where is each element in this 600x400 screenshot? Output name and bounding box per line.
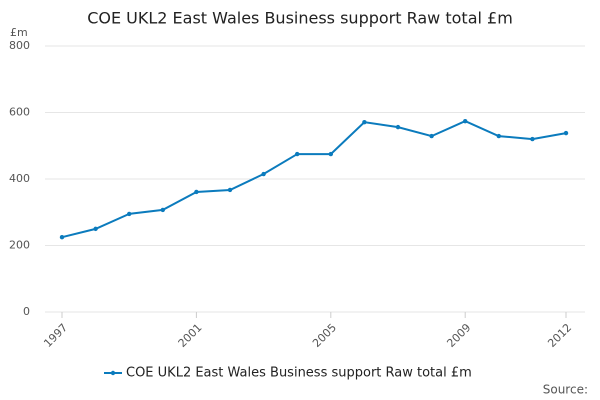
point <box>563 130 569 136</box>
y-tick-label: 200 <box>9 239 30 252</box>
point <box>93 226 98 232</box>
point <box>496 133 501 139</box>
point <box>328 151 333 157</box>
point <box>463 118 468 124</box>
x-tick-label: 2012 <box>545 321 574 350</box>
y-unit: £m <box>10 26 28 39</box>
point <box>530 136 535 142</box>
point <box>295 151 300 157</box>
point <box>59 234 65 240</box>
point <box>429 133 434 139</box>
y-tick-label: 0 <box>23 305 30 318</box>
point <box>227 187 233 193</box>
y-tick-label: 800 <box>9 39 30 52</box>
point <box>395 124 401 130</box>
point <box>261 171 266 177</box>
source: Source: <box>543 383 588 397</box>
chart-title: COE UKL2 East Wales Business support Raw… <box>87 9 513 28</box>
legend-marker <box>110 370 116 376</box>
point <box>194 189 199 195</box>
y-tick-label: 600 <box>9 106 30 119</box>
x-tick-label: 2001 <box>176 321 205 350</box>
legend-label: COE UKL2 East Wales Business support Raw… <box>126 366 472 381</box>
point <box>362 119 367 125</box>
x-tick-label: 2009 <box>444 321 473 350</box>
point <box>160 207 165 213</box>
point <box>127 211 132 217</box>
x-tick-label: 1997 <box>41 321 70 350</box>
line <box>61 120 567 239</box>
y-tick-label: 400 <box>9 172 30 185</box>
x-tick-label: 2005 <box>310 321 339 350</box>
